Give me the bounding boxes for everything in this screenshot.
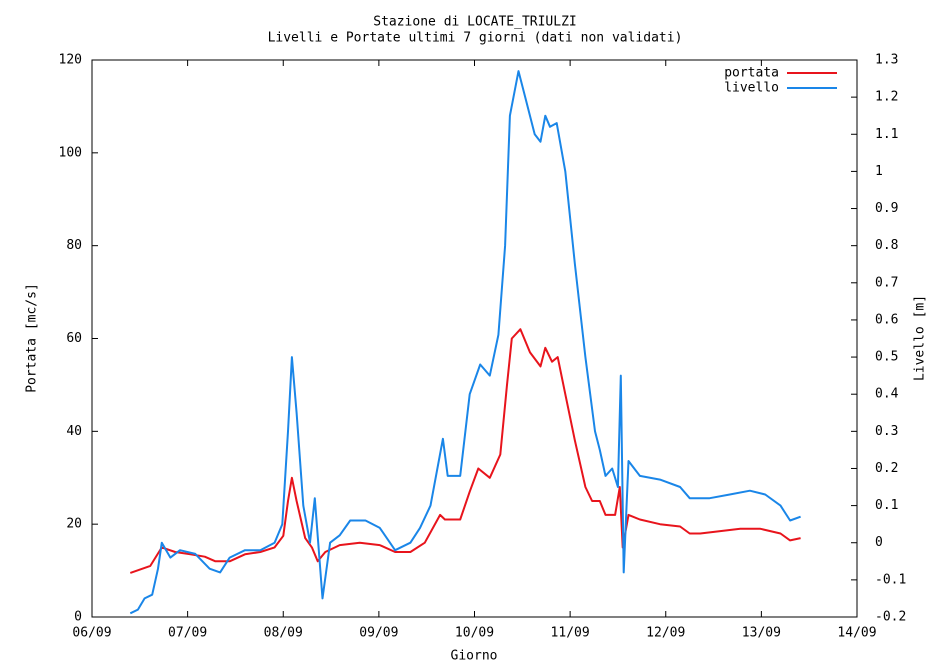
y2-tick-label: 0.4	[875, 387, 899, 402]
x-tick-label: 11/09	[551, 626, 590, 641]
y2-tick-label: -0.1	[875, 572, 906, 587]
y-tick-label: 80	[66, 238, 82, 253]
y-axis-label: Portata [mc/s]	[25, 283, 40, 393]
x-tick-label: 12/09	[646, 626, 685, 641]
x-tick-label: 13/09	[742, 626, 781, 641]
x-tick-label: 14/09	[837, 626, 876, 641]
y2-tick-label: 1.2	[875, 90, 898, 105]
y2-tick-label: 0.7	[875, 275, 898, 290]
chart-subtitle: Livelli e Portate ultimi 7 giorni (dati …	[268, 31, 683, 46]
y2-tick-label: 0.5	[875, 350, 898, 365]
y-tick-label: 120	[59, 53, 82, 68]
legend-label: livello	[724, 81, 779, 96]
y2-tick-label: 0.6	[875, 312, 898, 327]
y2-tick-label: 1.3	[875, 53, 898, 68]
x-tick-label: 09/09	[359, 626, 398, 641]
y2-tick-label: 0.1	[875, 498, 898, 513]
x-tick-label: 10/09	[455, 626, 494, 641]
y2-tick-label: 0.2	[875, 461, 898, 476]
y2-tick-label: 0.3	[875, 424, 898, 439]
series-line	[129, 328, 801, 574]
y-tick-label: 100	[59, 145, 82, 160]
y-tick-label: 0	[74, 610, 82, 625]
series-line	[129, 70, 801, 615]
legend-label: portata	[724, 66, 779, 81]
y2-axis-label: Livello [m]	[913, 295, 928, 381]
x-axis-label: Giorno	[451, 649, 498, 664]
y2-tick-label: -0.2	[875, 610, 906, 625]
y2-tick-label: 0	[875, 535, 883, 550]
x-tick-label: 07/09	[168, 626, 207, 641]
y-tick-label: 60	[66, 331, 82, 346]
x-tick-label: 06/09	[72, 626, 111, 641]
y-tick-label: 20	[66, 517, 82, 532]
y2-tick-label: 0.8	[875, 238, 898, 253]
y2-tick-label: 0.9	[875, 201, 898, 216]
y2-tick-label: 1.1	[875, 127, 898, 142]
y-tick-label: 40	[66, 424, 82, 439]
y2-tick-label: 1	[875, 164, 883, 179]
x-tick-label: 08/09	[264, 626, 303, 641]
chart-title: Stazione di LOCATE_TRIULZI	[373, 15, 577, 30]
